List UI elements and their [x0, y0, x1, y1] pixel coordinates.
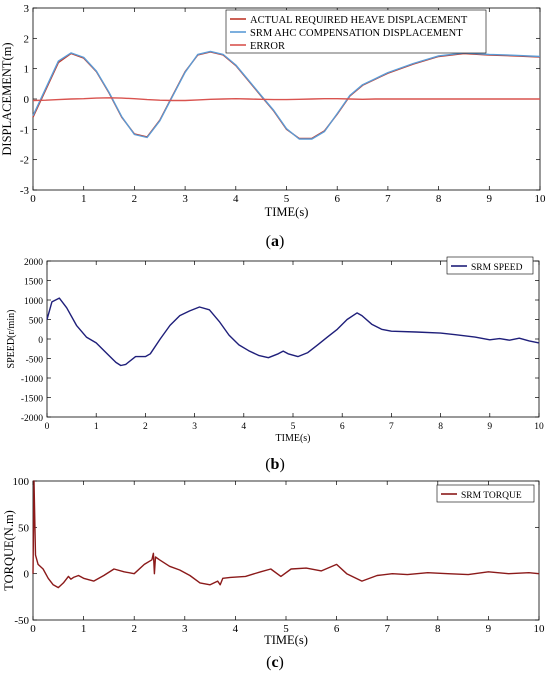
x-tick-label: 1 — [81, 193, 87, 205]
y-tick-label: 100 — [13, 476, 30, 488]
x-tick-label: 7 — [384, 623, 390, 635]
panel-label: (b) — [265, 456, 285, 473]
x-tick-label: 5 — [291, 422, 296, 432]
y-tick-label: 50 — [18, 522, 30, 534]
panel-c: 0 1 2 3 4 5 6 7 8 9 10-50050100TIME(s)TORQUE(N.m)S… — [2, 476, 545, 671]
x-tick-label: 5 — [284, 193, 290, 205]
x-tick-label: 10 — [535, 193, 547, 205]
y-tick-label: 0 — [24, 94, 30, 106]
x-axis-label: TIME(s) — [276, 433, 311, 444]
panel-b: 0 1 2 3 4 5 6 7 8 9 10 -2000 -1500 -1000 -500 0 500 1000 1… — [6, 256, 544, 473]
x-tick-label: 3 — [192, 422, 197, 432]
panel-label: (c) — [266, 654, 284, 671]
x-tick-label: 4 — [233, 193, 239, 205]
x-tick-label: 2 — [132, 193, 138, 205]
legend: SRM SPEED — [446, 256, 534, 275]
x-axis-label: TIME(s) — [265, 205, 309, 219]
y-tick-label: -500 — [26, 356, 44, 366]
plot-frame — [46, 260, 540, 418]
legend: SRM TORQUE — [436, 484, 535, 503]
x-tick-label: 6 — [334, 623, 340, 635]
y-tick-label: -50 — [14, 615, 29, 627]
y-axis-label: TORQUE(N.m) — [2, 510, 16, 591]
x-tick-label: 4 — [233, 623, 239, 635]
x-tick-label: 7 — [389, 422, 394, 432]
x-tick-label: 4 — [241, 422, 246, 432]
x-tick-label: 8 — [438, 422, 443, 432]
x-tick-label: 10 — [534, 623, 546, 635]
x-tick-label: 9 — [487, 422, 492, 432]
x-tick-label: 10 — [534, 422, 544, 432]
series-line-1 — [32, 480, 540, 589]
legend-entry: SRM TORQUE — [461, 491, 522, 501]
y-tick-label: 1 — [24, 64, 30, 76]
legend-box — [446, 256, 534, 275]
x-tick-label: 7 — [385, 193, 391, 205]
legend-entry: ERROR — [250, 41, 285, 52]
x-tick-label: 0 — [30, 623, 36, 635]
y-tick-label: 2000 — [24, 258, 43, 268]
x-tick-label: 5 — [283, 623, 289, 635]
y-tick-label: 0 — [38, 336, 43, 346]
y-tick-label: -1500 — [21, 395, 43, 405]
series-line-3 — [32, 97, 540, 102]
series-line-2 — [32, 50, 541, 140]
x-tick-label: 6 — [334, 193, 340, 205]
y-tick-label: -2000 — [21, 414, 43, 424]
y-tick-label: 0 — [24, 569, 30, 581]
y-tick-label: 2 — [24, 33, 30, 45]
y-tick-label: 3 — [24, 3, 30, 15]
series-line-1 — [32, 51, 541, 140]
y-axis-label: DISPLACEMENT(m) — [0, 42, 14, 155]
x-tick-label: 3 — [182, 623, 188, 635]
x-tick-label: 2 — [131, 623, 137, 635]
x-tick-label: 9 — [487, 193, 493, 205]
y-tick-label: -3 — [20, 185, 30, 197]
x-tick-label: 8 — [436, 193, 442, 205]
legend-entry: SRM SPEED — [471, 263, 523, 273]
y-tick-label: 1500 — [24, 278, 43, 288]
legend: ACTUAL REQUIRED HEAVE DISPLACEMENT SRM AH… — [225, 9, 487, 54]
x-tick-label: 0 — [30, 193, 36, 205]
y-axis-label: SPEED(r/min) — [6, 310, 17, 369]
y-tick-label: -1 — [20, 124, 29, 136]
x-tick-label: 3 — [182, 193, 188, 205]
x-tick-label: 9 — [486, 623, 492, 635]
y-tick-label: 1000 — [24, 297, 43, 307]
x-tick-label: 1 — [81, 623, 87, 635]
x-tick-label: 6 — [340, 422, 345, 432]
legend-entry: SRM AHC COMPENSATION DISPLACEMENT — [250, 28, 463, 39]
legend-box — [436, 484, 535, 503]
y-tick-label: 500 — [29, 317, 44, 327]
x-axis-label: TIME(s) — [264, 633, 308, 647]
panel-a: 0 1 2 3 4 5 6 7 8 9 10 -3 -2 -1 0 1 2 3 TIME(s) DISPLACEMEN… — [0, 3, 546, 250]
legend-box — [225, 9, 487, 54]
x-tick-label: 2 — [143, 422, 148, 432]
panel-label: (a) — [266, 233, 285, 250]
legend-entry: ACTUAL REQUIRED HEAVE DISPLACEMENT — [250, 15, 468, 26]
x-tick-label: 8 — [435, 623, 441, 635]
y-tick-label: -2 — [20, 155, 29, 167]
x-tick-label: 1 — [94, 422, 99, 432]
series-line-1 — [46, 297, 540, 367]
y-tick-label: -1000 — [21, 375, 43, 385]
x-tick-label: 0 — [45, 422, 50, 432]
